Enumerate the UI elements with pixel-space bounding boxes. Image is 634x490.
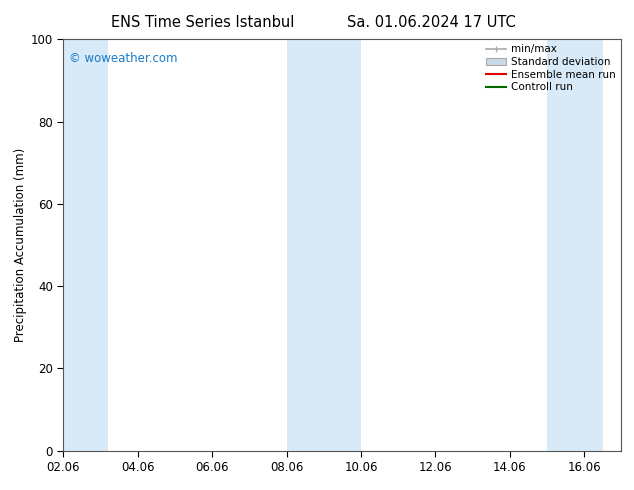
Text: © woweather.com: © woweather.com xyxy=(69,51,178,65)
Legend: min/max, Standard deviation, Ensemble mean run, Controll run: min/max, Standard deviation, Ensemble me… xyxy=(484,42,618,94)
Bar xyxy=(287,39,361,451)
Text: ENS Time Series Istanbul: ENS Time Series Istanbul xyxy=(111,15,295,30)
Bar xyxy=(63,39,108,451)
Bar xyxy=(547,39,603,451)
Text: Sa. 01.06.2024 17 UTC: Sa. 01.06.2024 17 UTC xyxy=(347,15,515,30)
Y-axis label: Precipitation Accumulation (mm): Precipitation Accumulation (mm) xyxy=(13,148,27,342)
